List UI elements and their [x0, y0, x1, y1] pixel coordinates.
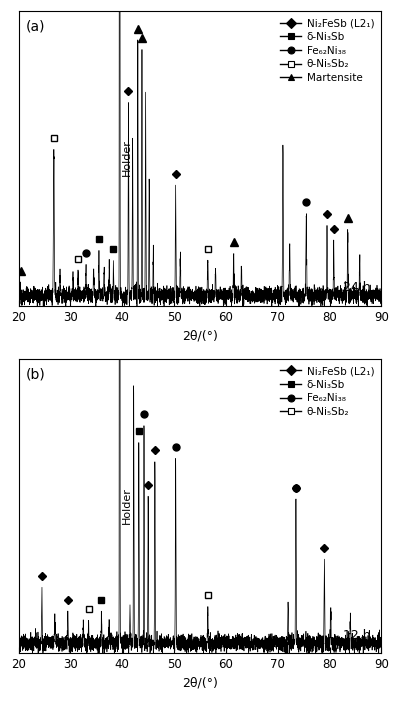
Text: Holder: Holder [122, 486, 132, 524]
Text: 24 h: 24 h [343, 281, 370, 294]
X-axis label: 2θ/(°): 2θ/(°) [182, 329, 218, 342]
Text: 12 h: 12 h [343, 629, 370, 641]
Text: (b): (b) [26, 367, 46, 381]
Legend: Ni₂FeSb (L2₁), δ-Ni₃Sb, Fe₆₂Ni₃₈, θ-Ni₅Sb₂, Martensite: Ni₂FeSb (L2₁), δ-Ni₃Sb, Fe₆₂Ni₃₈, θ-Ni₅S… [278, 16, 376, 85]
Legend: Ni₂FeSb (L2₁), δ-Ni₃Sb, Fe₆₂Ni₃₈, θ-Ni₅Sb₂: Ni₂FeSb (L2₁), δ-Ni₃Sb, Fe₆₂Ni₃₈, θ-Ni₅S… [278, 364, 376, 419]
Text: Holder: Holder [122, 139, 132, 176]
Text: (a): (a) [26, 20, 45, 34]
X-axis label: 2θ/(°): 2θ/(°) [182, 677, 218, 690]
